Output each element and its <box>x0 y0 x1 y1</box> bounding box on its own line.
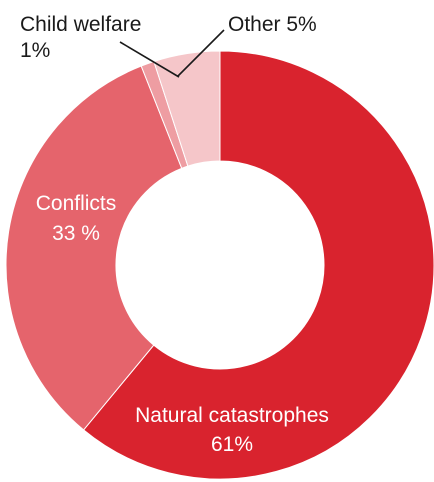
slice-natural-catastrophes <box>82 50 434 480</box>
slice-other <box>153 50 221 167</box>
slice-conflicts <box>5 65 183 431</box>
natural-catastrophes-label: Natural catastrophes <box>135 404 329 427</box>
other-leader-line <box>177 29 225 77</box>
donut-slices <box>5 50 434 480</box>
child-welfare-label: Child welfare <box>20 13 141 36</box>
child-welfare-leader-line <box>119 41 180 78</box>
child-welfare-value: 1% <box>20 39 50 62</box>
conflicts-label: Conflicts <box>36 192 117 215</box>
conflicts-value: 33 % <box>52 222 100 245</box>
other-label: Other 5% <box>228 13 317 36</box>
natural-catastrophes-value: 61% <box>211 433 253 456</box>
